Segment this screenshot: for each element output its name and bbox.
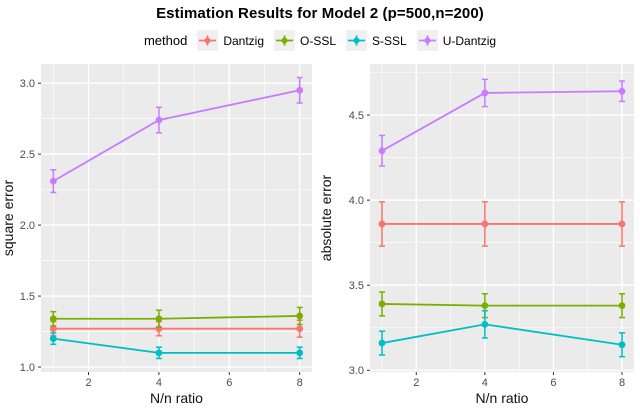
data-point-o-ssl [155, 315, 163, 323]
data-point-o-ssl [618, 302, 626, 310]
data-point-u-dantzig [618, 87, 626, 95]
panel-background [370, 64, 634, 372]
x-tick-label: 8 [297, 377, 303, 389]
data-point-u-dantzig [481, 89, 489, 97]
x-tick-label: 6 [550, 377, 556, 389]
data-point-s-ssl [296, 349, 304, 357]
panel-absolute-error: 2 4 6 8 3.0 3.5 4.0 4.5 N/n ratio absolute error [320, 64, 634, 406]
legend-key-icon [197, 30, 219, 51]
x-tick-label: 4 [156, 377, 162, 389]
y-tick-label: 4.0 [349, 195, 364, 207]
y-tick-label: 3.0 [349, 365, 364, 377]
chart-title: Estimation Results for Model 2 (p=500,n=… [156, 5, 484, 22]
data-point-u-dantzig [155, 116, 163, 124]
y-tick-label: 3.0 [20, 78, 35, 90]
legend-item-o-ssl: O-SSL [274, 30, 336, 51]
legend-item-label: U-Dantzig [442, 33, 497, 48]
legend-item-u-dantzig: U-Dantzig [416, 30, 497, 51]
x-tick-label: 6 [226, 377, 232, 389]
data-point-dantzig [49, 325, 57, 333]
legend-key-icon [346, 30, 368, 51]
y-tick-label: 2.0 [20, 220, 35, 232]
legend-item-label: Dantzig [223, 33, 264, 48]
data-point-o-ssl [296, 312, 304, 320]
data-point-dantzig [296, 325, 304, 333]
data-point-u-dantzig [49, 177, 57, 185]
y-tick-label: 4.5 [349, 110, 364, 122]
data-point-s-ssl [481, 320, 489, 328]
legend: method Dantzig O-SSL S-SSL U-Dantzig [0, 30, 640, 51]
data-point-o-ssl [481, 302, 489, 310]
y-axis-label: absolute error [320, 174, 334, 261]
x-tick-label: 4 [482, 377, 488, 389]
data-point-s-ssl [618, 341, 626, 349]
legend-title: method [143, 33, 188, 48]
data-point-dantzig [481, 220, 489, 228]
data-point-o-ssl [378, 300, 386, 308]
legend-item-label: O-SSL [300, 33, 337, 48]
panel-background [41, 64, 312, 372]
x-axis-label: N/n ratio [476, 390, 529, 406]
y-axis-label: square error [0, 180, 16, 257]
data-point-dantzig [618, 220, 626, 228]
legend-key-icon [274, 30, 295, 51]
legend-item-s-ssl: S-SSL [346, 30, 407, 51]
y-tick-label: 1.0 [20, 362, 35, 374]
x-axis-label: N/n ratio [150, 390, 203, 406]
legend-item-label: S-SSL [372, 33, 407, 48]
data-point-s-ssl [49, 335, 57, 343]
x-tick-label: 2 [85, 377, 91, 389]
y-tick-label: 3.5 [349, 280, 364, 292]
data-point-u-dantzig [378, 147, 386, 155]
panel-square-error: 2 4 6 8 1.0 1.5 2.0 2.5 3.0 N/n ratio square error [0, 64, 312, 406]
data-point-s-ssl [155, 349, 163, 357]
legend-key-icon [416, 30, 438, 51]
data-point-s-ssl [378, 339, 386, 347]
data-point-dantzig [378, 220, 386, 228]
x-tick-label: 2 [413, 377, 419, 389]
legend-item-dantzig: Dantzig [197, 30, 264, 51]
data-point-o-ssl [49, 315, 57, 323]
data-point-u-dantzig [296, 86, 304, 94]
x-tick-label: 8 [619, 377, 625, 389]
legend-items: Dantzig O-SSL S-SSL U-Dantzig [197, 30, 496, 51]
panels-container: 2 4 6 8 1.0 1.5 2.0 2.5 3.0 N/n ratio square error… [0, 60, 640, 409]
y-tick-label: 2.5 [20, 149, 35, 161]
y-tick-label: 1.5 [20, 291, 35, 303]
